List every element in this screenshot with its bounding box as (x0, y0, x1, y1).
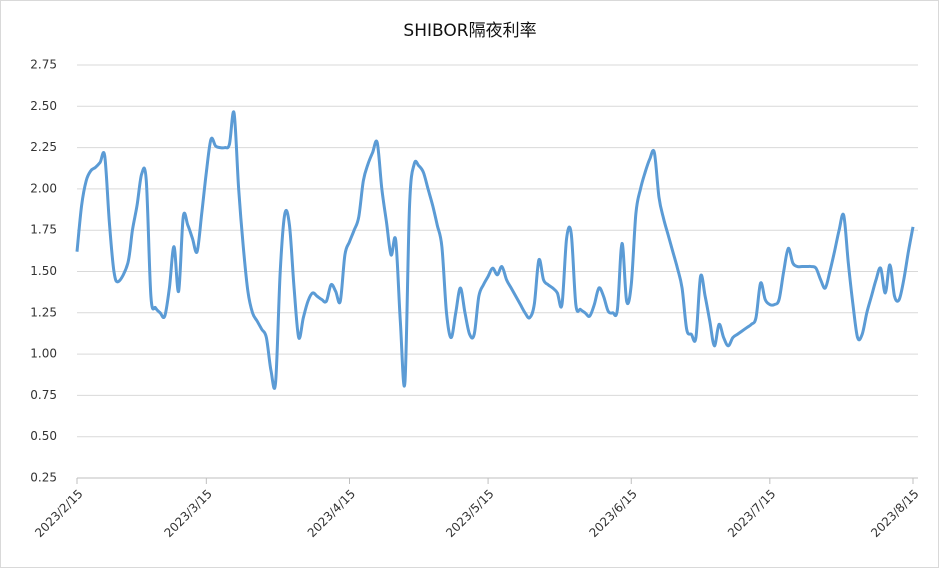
y-tick-label: 1.25 (30, 305, 57, 319)
y-tick-label: 0.50 (30, 429, 57, 443)
y-tick-label: 1.75 (30, 223, 57, 237)
y-tick-label: 2.50 (30, 99, 57, 113)
data-line (75, 110, 915, 390)
chart-title: SHIBOR隔夜利率 (403, 21, 536, 41)
y-tick-label: 1.00 (30, 347, 57, 361)
y-tick-label: 1.50 (30, 264, 57, 278)
y-tick-label: 0.75 (30, 388, 57, 402)
y-tick-label: 2.00 (30, 181, 57, 195)
y-tick-label: 0.25 (30, 471, 57, 485)
y-tick-label: 2.75 (30, 58, 57, 72)
y-tick-label: 2.25 (30, 140, 57, 154)
